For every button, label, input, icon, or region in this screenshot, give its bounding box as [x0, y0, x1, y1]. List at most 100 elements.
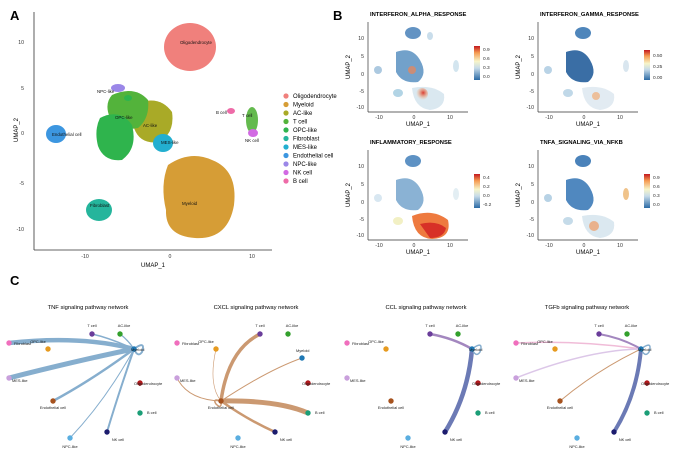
feature-ytick: 5 [361, 54, 364, 60]
legend-item: Oligodendrocyte [293, 94, 337, 100]
legend-item: Endothelial cell [293, 154, 333, 160]
node-label: NK cell [450, 437, 462, 442]
feature-ytick: -5 [529, 217, 534, 223]
cluster-opc-like [96, 114, 134, 161]
colorbar-tick: 0.2 [483, 184, 490, 190]
feature-ytick: -10 [527, 233, 535, 239]
network-tgfb: TGFb signaling pathway network T cell AC… [513, 305, 669, 449]
feature-ytick: 10 [528, 36, 534, 42]
feature-ytick: 10 [358, 36, 364, 42]
colorbar-tick: 0.25 [653, 64, 663, 70]
feature-title: INTERFERON_GAMMA_RESPONSE [540, 12, 639, 18]
legend-item: MES-like [293, 145, 318, 151]
label-myeloid: Myeloid [182, 201, 198, 206]
node-label: B cell [654, 410, 664, 415]
colorbar-tick: 0.4 [483, 175, 490, 181]
node-label: T cell [87, 323, 96, 328]
legend-item: T cell [293, 120, 307, 126]
legend-item: AC-like [293, 111, 313, 117]
node-label: Fibroblast [521, 341, 539, 346]
feature-plot-3: INFLAMMATORY_RESPONSE 10 5 0 -5 -10 -10 … [346, 140, 492, 256]
colorbar-tick: 0.3 [483, 65, 490, 71]
feature-ytick: -10 [357, 233, 365, 239]
cluster-endothelial [46, 125, 66, 143]
node-label: Endothelial cell [547, 405, 573, 410]
umap-ytick: -10 [17, 227, 25, 233]
node-label: OPC-like [30, 339, 46, 344]
feature-xtick: 0 [413, 243, 416, 249]
node-label: MES-like [12, 378, 28, 383]
feature-ytick: 5 [531, 182, 534, 188]
feature-xtick: 0 [583, 115, 586, 121]
feature-ytick: -5 [529, 89, 534, 95]
feature-colorbar [474, 174, 480, 208]
cluster-fibroblast [86, 199, 112, 221]
network-tnf: TNF signaling pathway network T cell AC-… [6, 305, 162, 449]
feature-xtick: 0 [583, 243, 586, 249]
cluster-oligodendrocyte [164, 23, 216, 71]
node-label: NPC-like [62, 444, 77, 449]
node-label: Fibroblast [182, 341, 200, 346]
cluster-npc-like [111, 84, 125, 92]
node-label: Oligodendrocyte [302, 381, 330, 386]
node-label: NPC-like [569, 444, 584, 449]
label-t-cell: T cell [242, 113, 252, 118]
node-label: NPC-like [400, 444, 415, 449]
node-label: NPC-like [230, 444, 245, 449]
colorbar-tick: 0.0 [653, 202, 660, 208]
feature-xlabel: UMAP_1 [576, 250, 601, 256]
node-label: AC-like [456, 323, 469, 328]
node-label: Oligodendrocyte [134, 381, 162, 386]
node-label: T cell [425, 323, 434, 328]
umap-legend: Oligodendrocyte Myeloid AC-like T cell O… [283, 93, 337, 185]
feature-xtick: 10 [447, 115, 453, 121]
label-fibroblast: Fibroblast [90, 203, 110, 208]
legend-item: NK cell [293, 171, 312, 177]
colorbar-tick: 0.0 [483, 74, 490, 80]
label-endothelial: Endothelial cell [52, 132, 82, 137]
umap-ytick: 5 [21, 86, 24, 92]
panel-label-a: A [10, 8, 20, 23]
umap-xlabel: UMAP_1 [141, 263, 166, 269]
node-label: MES-like [519, 378, 535, 383]
feature-ytick: 0 [531, 72, 534, 78]
feature-xlabel: UMAP_1 [406, 250, 431, 256]
legend-item: Myeloid [293, 103, 314, 109]
node-label: T cell [255, 323, 264, 328]
feature-xtick: -10 [545, 243, 553, 249]
node-label: Fibroblast [352, 341, 370, 346]
colorbar-tick: 0.0 [483, 193, 490, 199]
node-label: T cell [594, 323, 603, 328]
feature-title: TNFA_SIGNALING_VIA_NFKB [540, 140, 623, 146]
colorbar-tick: -0.2 [483, 202, 492, 208]
feature-ytick: -5 [359, 217, 364, 223]
feature-title: INFLAMMATORY_RESPONSE [370, 140, 452, 146]
feature-ytick: 0 [531, 200, 534, 206]
umap-ytick: 0 [21, 131, 24, 137]
node-label: OPC-like [198, 339, 214, 344]
cluster-mes-like [153, 134, 173, 152]
network-title: CCL signaling pathway network [386, 305, 467, 311]
colorbar-tick: 0.6 [483, 56, 490, 62]
node-label: Myeloid [131, 347, 144, 352]
feature-colorbar [474, 46, 480, 80]
label-oligodendrocyte: Oligodendrocyte [180, 40, 213, 45]
label-mes-like: MES-like [161, 140, 179, 145]
node-label: NK cell [112, 437, 124, 442]
node-label: Myeloid [296, 348, 309, 353]
colorbar-tick: 0.9 [483, 47, 490, 53]
feature-xtick: -10 [375, 243, 383, 249]
legend-item: OPC-like [293, 128, 318, 134]
feature-ylabel: UMAP_2 [346, 182, 352, 207]
umap-clusters [46, 23, 258, 239]
node-label: AC-like [118, 323, 131, 328]
feature-xlabel: UMAP_1 [406, 122, 431, 128]
colorbar-tick: 0.00 [653, 75, 663, 81]
feature-xtick: 10 [617, 115, 623, 121]
node-label: Fibroblast [14, 341, 32, 346]
feature-xtick: 0 [413, 115, 416, 121]
feature-ytick: -5 [359, 89, 364, 95]
feature-ytick: 10 [528, 164, 534, 170]
node-label: MES-like [180, 378, 196, 383]
panel-label-b: B [333, 8, 342, 23]
